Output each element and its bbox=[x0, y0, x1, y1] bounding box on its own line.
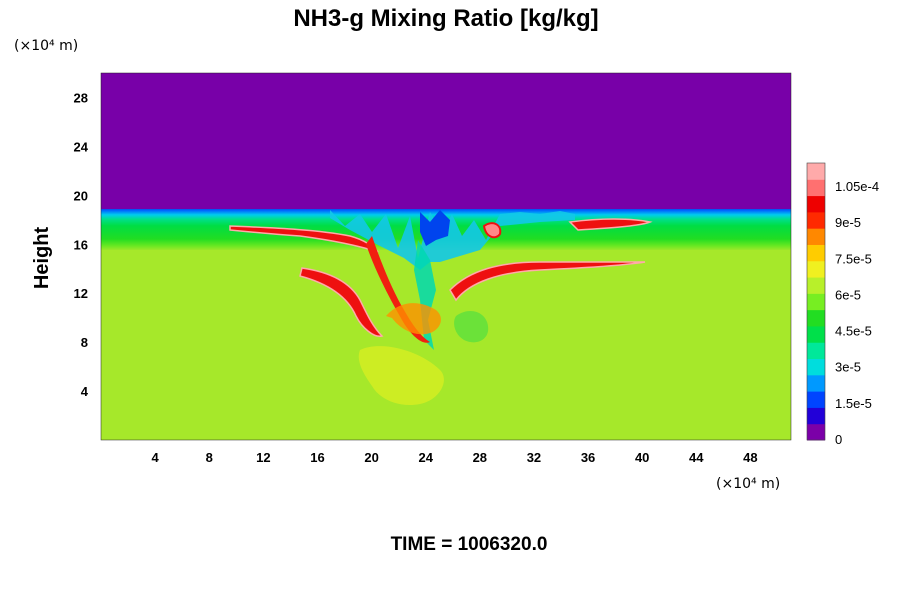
x-tick-label: 20 bbox=[364, 450, 378, 465]
x-unit-label: (×10⁴ m) bbox=[716, 476, 780, 492]
colorbar-swatch bbox=[807, 407, 825, 425]
upper-left-arm bbox=[229, 225, 379, 253]
colorbar-tick-label: 1.5e-5 bbox=[835, 396, 872, 411]
plot-frame bbox=[100, 72, 792, 441]
y-tick-label: 28 bbox=[74, 90, 88, 105]
y-tick-labels: 4 8 12 16 20 24 28 bbox=[74, 90, 89, 399]
y-axis-label: Height bbox=[31, 227, 53, 290]
x-tick-labels: 4 8 12 16 20 24 28 32 36 40 44 48 bbox=[152, 450, 758, 465]
colorbar-tick-label: 6e-5 bbox=[835, 287, 861, 302]
upper-layer bbox=[101, 73, 791, 209]
lower-left-arm bbox=[299, 267, 384, 337]
time-label: TIME = 1006320.0 bbox=[391, 534, 548, 555]
colorbar-swatch bbox=[807, 374, 825, 392]
right-eye bbox=[482, 222, 502, 239]
lower-left-inner bbox=[366, 236, 430, 343]
lower-right-arm bbox=[449, 261, 646, 302]
x-tick-label: 36 bbox=[581, 450, 595, 465]
plot-area bbox=[101, 73, 791, 440]
colorbar-tick-labels: 0 1.5e-5 3e-5 4.5e-5 6e-5 7.5e-5 9e-5 1.05e-4 bbox=[835, 179, 879, 447]
colorbar-swatch bbox=[807, 342, 825, 360]
central-column bbox=[414, 240, 436, 350]
colorbar-swatch bbox=[807, 179, 825, 197]
colorbar-swatch bbox=[807, 391, 825, 408]
colorbar-swatch bbox=[807, 228, 825, 245]
orange-swirl bbox=[386, 303, 441, 335]
y-unit-label: (×10⁴ m) bbox=[14, 38, 78, 54]
colorbar-tick-label: 0 bbox=[835, 432, 842, 447]
colorbar-swatch bbox=[807, 277, 825, 294]
colorbar-swatch bbox=[807, 293, 825, 311]
lower-layer bbox=[101, 248, 791, 440]
x-tick-label: 44 bbox=[689, 450, 704, 465]
central-plume-dark bbox=[420, 210, 450, 246]
x-tick-label: 32 bbox=[527, 450, 541, 465]
central-plume-blue bbox=[330, 210, 575, 270]
chart-title: NH3-g Mixing Ratio [kg/kg] bbox=[293, 5, 598, 32]
colorbar-swatch bbox=[807, 163, 825, 180]
x-tick-label: 16 bbox=[310, 450, 324, 465]
y-tick-label: 8 bbox=[81, 335, 88, 350]
yellow-swirls bbox=[358, 346, 444, 406]
x-tick-label: 24 bbox=[418, 450, 433, 465]
colorbar bbox=[806, 162, 826, 441]
colorbar-swatch bbox=[807, 358, 825, 376]
colorbar-swatch bbox=[807, 195, 825, 213]
colorbar-tick-label: 9e-5 bbox=[835, 215, 861, 230]
colorbar-swatch bbox=[807, 260, 825, 278]
y-tick-label: 16 bbox=[74, 237, 88, 252]
x-tick-label: 8 bbox=[206, 450, 213, 465]
y-tick-label: 20 bbox=[74, 188, 88, 203]
x-tick-label: 12 bbox=[256, 450, 270, 465]
colorbar-tick-label: 7.5e-5 bbox=[835, 251, 872, 266]
colorbar-tick-label: 3e-5 bbox=[835, 360, 861, 375]
y-tick-label: 12 bbox=[74, 286, 88, 301]
colorbar-swatch bbox=[807, 309, 825, 327]
y-tick-label: 4 bbox=[81, 384, 89, 399]
upper-right-arm bbox=[568, 218, 653, 231]
y-tick-label: 24 bbox=[74, 139, 89, 154]
colorbar-swatch bbox=[807, 211, 825, 229]
x-tick-label: 40 bbox=[635, 450, 649, 465]
green-swirls bbox=[454, 311, 489, 343]
colorbar-tick-label: 4.5e-5 bbox=[835, 324, 872, 339]
colorbar-swatch bbox=[807, 325, 825, 343]
x-tick-label: 28 bbox=[473, 450, 487, 465]
colorbar-swatch bbox=[807, 244, 825, 262]
colorbar-tick-label: 1.05e-4 bbox=[835, 179, 879, 194]
x-tick-label: 4 bbox=[152, 450, 160, 465]
colorbar-swatch bbox=[807, 423, 825, 441]
plume-features bbox=[229, 210, 653, 406]
x-tick-label: 48 bbox=[743, 450, 757, 465]
colorbar-frame bbox=[806, 162, 826, 441]
